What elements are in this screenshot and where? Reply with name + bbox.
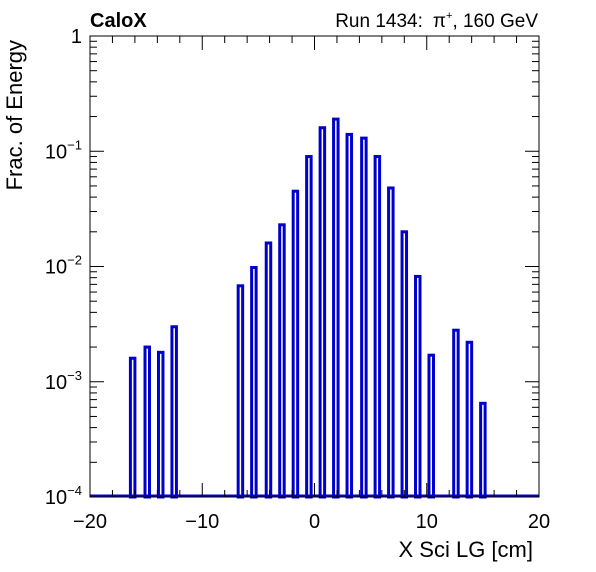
x-tick-label: 0 bbox=[309, 511, 320, 533]
y-tick-label: 1 bbox=[71, 26, 82, 48]
x-tick-label: −10 bbox=[185, 511, 219, 533]
x-axis-label: X Sci LG [cm] bbox=[399, 537, 533, 562]
y-tick-label: 10−4 bbox=[45, 483, 82, 509]
y-tick-label: 10−3 bbox=[45, 368, 82, 394]
x-tick-label: −20 bbox=[73, 511, 107, 533]
particle-charge: + bbox=[446, 10, 452, 22]
particle-energy: , 160 GeV bbox=[452, 11, 538, 32]
run-label: Run 1434: bbox=[335, 11, 423, 32]
y-tick-label: 10−1 bbox=[45, 137, 82, 163]
x-tick-label: 10 bbox=[416, 511, 438, 533]
plot-frame bbox=[89, 35, 540, 498]
y-tick-label: 10−2 bbox=[45, 253, 82, 279]
brand-label: CaloX bbox=[90, 10, 147, 32]
y-axis-label: Frac. of Energy bbox=[2, 40, 27, 190]
run-info-label: Run 1434: π+, 160 GeV bbox=[335, 10, 538, 32]
y-tick-labels: 1 10−1 10−2 10−3 10−4 bbox=[45, 26, 82, 509]
particle-symbol: π bbox=[433, 11, 446, 32]
x-tick-labels: −20 −10 0 10 20 bbox=[73, 511, 550, 533]
x-tick-label: 20 bbox=[528, 511, 550, 533]
